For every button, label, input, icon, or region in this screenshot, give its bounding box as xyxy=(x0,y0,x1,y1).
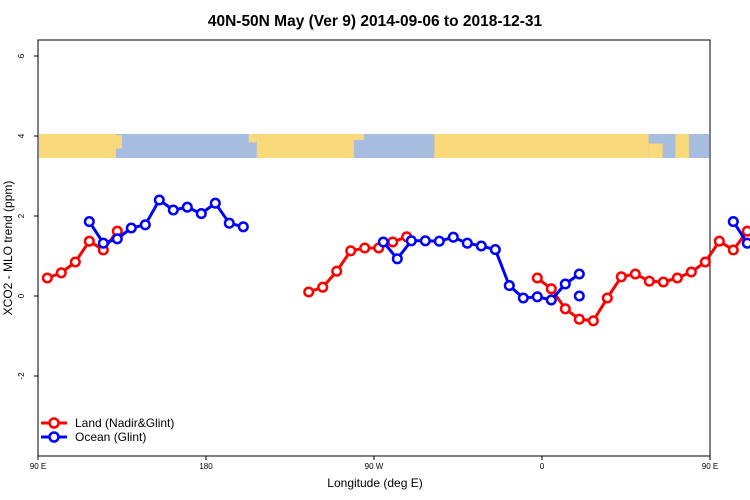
data-point xyxy=(139,219,151,231)
map-landmass xyxy=(434,134,649,158)
data-point xyxy=(545,283,557,295)
legend: Land (Nadir&Glint) Ocean (Glint) xyxy=(41,416,174,444)
data-point xyxy=(531,291,543,303)
map-landmass xyxy=(39,134,117,158)
data-point xyxy=(671,272,683,284)
data-point xyxy=(419,235,431,247)
data-point xyxy=(181,201,193,213)
x-tick-label: 90 E xyxy=(702,462,718,471)
data-point xyxy=(531,272,543,284)
series-land xyxy=(41,225,750,327)
map-landmass xyxy=(675,134,689,158)
data-point xyxy=(41,272,53,284)
legend-label-ocean: Ocean (Glint) xyxy=(75,430,146,444)
data-point xyxy=(69,256,81,268)
data-point xyxy=(727,216,739,228)
x-tick-label: 180 xyxy=(199,462,213,471)
data-point xyxy=(587,315,599,327)
data-point xyxy=(503,280,515,292)
legend-label-land: Land (Nadir&Glint) xyxy=(75,416,174,430)
y-tick-label: 2 xyxy=(17,213,26,218)
data-point xyxy=(643,275,655,287)
data-point xyxy=(447,231,459,243)
x-tick-label: 0 xyxy=(540,462,545,471)
data-point xyxy=(461,237,473,249)
series-line xyxy=(536,230,749,323)
axes: 90 E 180 90 W 0 90 E -2 0 2 4 6 xyxy=(17,53,718,471)
chart-title: 40N-50N May (Ver 9) 2014-09-06 to 2018-1… xyxy=(208,13,543,30)
data-point xyxy=(405,235,417,247)
data-point xyxy=(55,267,67,279)
data-point xyxy=(377,236,389,248)
y-tick-label: 4 xyxy=(17,133,26,138)
data-point xyxy=(741,237,750,249)
data-point xyxy=(699,256,711,268)
data-point xyxy=(545,294,557,306)
data-point xyxy=(685,266,697,278)
x-axis-label: Longitude (deg E) xyxy=(327,476,422,490)
map-landmass xyxy=(116,135,123,149)
map-landmass xyxy=(248,134,257,143)
data-point xyxy=(629,268,641,280)
y-axis-label: XCO2 - MLO trend (ppm) xyxy=(1,181,15,316)
data-point xyxy=(153,194,165,206)
data-point xyxy=(167,204,179,216)
data-point xyxy=(359,242,371,254)
data-point xyxy=(615,271,627,283)
data-point xyxy=(125,222,137,234)
data-point xyxy=(331,265,343,277)
data-point xyxy=(657,276,669,288)
data-point xyxy=(387,236,399,248)
data-point xyxy=(83,216,95,228)
data-point xyxy=(195,208,207,220)
y-tick-label: -2 xyxy=(17,372,26,380)
map-landmass xyxy=(353,134,364,140)
data-point xyxy=(517,292,529,304)
y-tick-label: 0 xyxy=(17,293,26,298)
data-point xyxy=(223,217,235,229)
map-landmass xyxy=(648,143,663,158)
data-point xyxy=(111,233,123,245)
data-point xyxy=(727,244,739,256)
map-landmass xyxy=(256,134,354,158)
data-point xyxy=(391,253,403,265)
legend-marker-ocean xyxy=(48,431,60,443)
data-point xyxy=(237,221,249,233)
x-tick-label: 90 E xyxy=(30,462,46,471)
data-point xyxy=(489,244,501,256)
series xyxy=(41,194,750,327)
world-map-strip xyxy=(39,134,709,158)
legend-marker-land xyxy=(48,417,60,429)
data-point xyxy=(345,245,357,257)
data-point xyxy=(741,225,750,237)
data-point xyxy=(573,313,585,325)
data-point xyxy=(559,278,571,290)
data-point xyxy=(97,237,109,249)
data-point xyxy=(317,281,329,293)
data-point xyxy=(303,286,315,298)
data-point xyxy=(573,268,585,280)
x-tick-label: 90 W xyxy=(365,462,384,471)
data-point xyxy=(433,235,445,247)
data-point xyxy=(209,197,221,209)
data-point xyxy=(559,303,571,315)
data-point xyxy=(601,292,613,304)
y-tick-label: 6 xyxy=(17,53,26,58)
series-ocean xyxy=(83,194,750,306)
data-point xyxy=(573,290,585,302)
data-point xyxy=(713,235,725,247)
data-point xyxy=(475,240,487,252)
data-point xyxy=(83,235,95,247)
